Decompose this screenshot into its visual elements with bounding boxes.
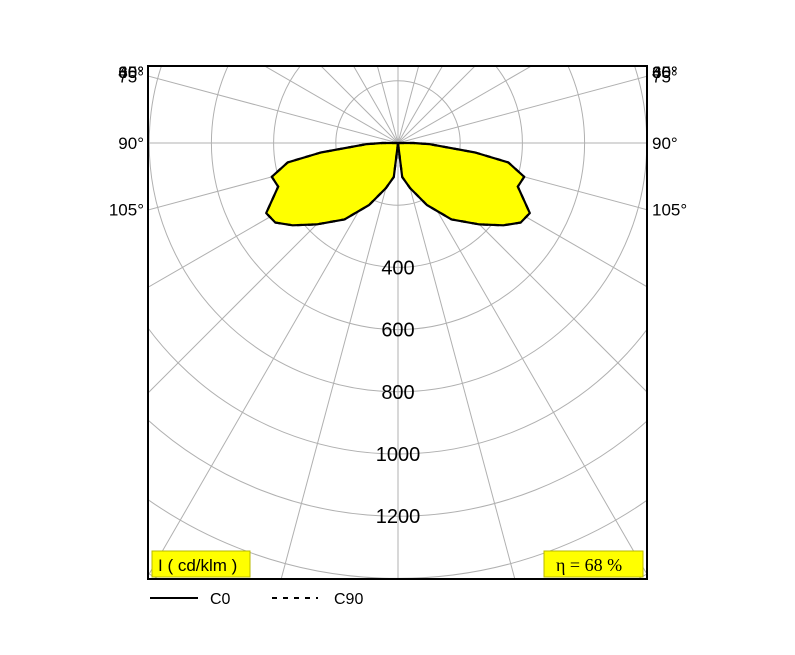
grid-spoke (376, 66, 399, 144)
intensity-curves (265, 141, 531, 227)
angle-label-right: 90° (652, 134, 678, 153)
legend: C0 C90 (150, 591, 363, 608)
radial-tick-label: 1000 (376, 444, 421, 466)
unit-label-box: I ( cd/klm ) (151, 550, 251, 578)
grid-spoke (352, 66, 399, 144)
angle-label-left: 75° (118, 67, 144, 86)
unit-label: I ( cd/klm ) (158, 556, 237, 575)
angle-label-left: 30° (118, 63, 144, 82)
grid-spoke (397, 66, 420, 144)
grid-spoke (397, 142, 516, 579)
efficiency-label-box: η = 68 % (543, 550, 644, 578)
grid-spoke (280, 142, 399, 579)
angle-label-left: 60° (118, 63, 144, 82)
angle-label-left: 105° (109, 201, 144, 220)
radial-tick-labels: 400 600 800 1000 1200 (376, 257, 421, 528)
angle-label-right: 75° (652, 67, 678, 86)
curve-c0-left (265, 141, 400, 227)
grid-spoke (263, 66, 399, 144)
radial-tick-label: 400 (381, 257, 414, 279)
legend-c0-label: C0 (210, 591, 231, 608)
efficiency-label: η = 68 % (556, 555, 622, 575)
angle-label-right: 30° (652, 63, 678, 82)
radial-tick-label: 600 (381, 320, 414, 342)
grid-spoke (397, 66, 476, 144)
grid-spoke (148, 142, 399, 575)
grid-spoke (397, 66, 444, 144)
efficiency-label-bg (543, 550, 644, 578)
radial-tick-label: 800 (381, 382, 414, 404)
angle-label-right: 60° (652, 63, 678, 82)
curve-c0-right (396, 141, 531, 227)
plot-frame (147, 65, 648, 580)
grid-spoke (397, 66, 533, 144)
angle-label-right: 105° (652, 201, 687, 220)
angle-label-right: 45° (652, 63, 678, 82)
angle-labels: 105° 105°90° 90°75° 75°60° 60°45° 45°30° 30° (109, 63, 687, 220)
unit-label-bg (151, 550, 251, 578)
angle-label-left: 45° (118, 63, 144, 82)
curve-c90-left (265, 141, 400, 227)
grid-spoke (320, 66, 399, 144)
legend-c90-label: C90 (334, 591, 363, 608)
angle-label-left: 90° (118, 134, 144, 153)
curve-c90-right (396, 141, 531, 227)
grid-spoke (148, 75, 399, 144)
radial-tick-label: 1200 (376, 506, 421, 528)
grid-spoke (397, 75, 647, 144)
grid-spoke (397, 142, 647, 575)
